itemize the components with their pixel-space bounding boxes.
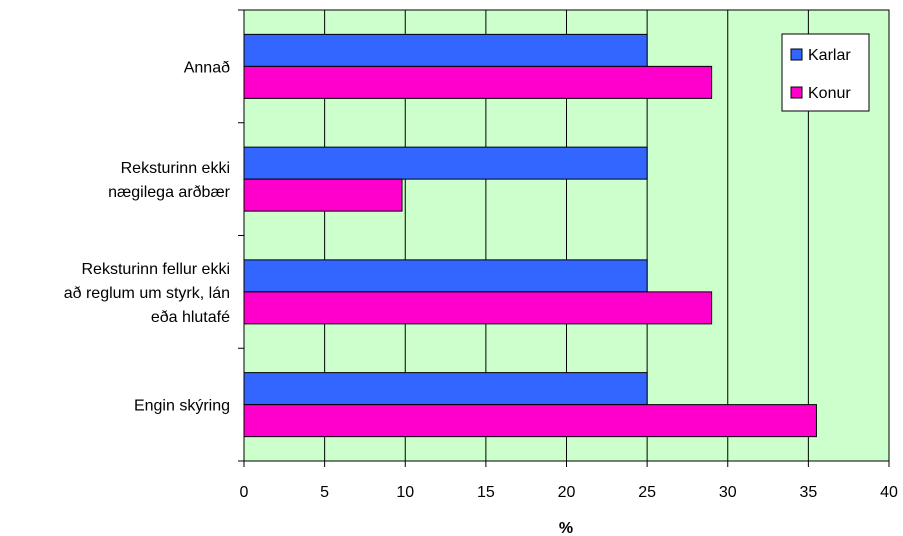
legend-label: Karlar [808, 47, 851, 64]
x-axis: 0 5 10 15 20 25 30 35 40 [240, 460, 898, 501]
x-tick-label: 30 [719, 484, 737, 501]
x-tick-label: 25 [638, 484, 656, 501]
bar-konur [243, 291, 713, 325]
legend: Karlar Konur [781, 33, 870, 112]
bar-konur [243, 178, 403, 212]
legend-label: Konur [808, 85, 851, 102]
category-label: Reksturinn ekki [121, 160, 230, 177]
category-label: Reksturinn fellur ekki [82, 261, 231, 278]
bar-karlar [243, 146, 648, 180]
category-label: eða hlutafé [151, 309, 230, 326]
bar-karlar [243, 33, 648, 67]
x-tick-label: 10 [396, 484, 414, 501]
x-axis-title: % [559, 520, 573, 536]
bar-karlar [243, 259, 648, 293]
bars [243, 33, 817, 438]
legend-swatch [790, 86, 803, 99]
x-tick-label: 40 [880, 484, 898, 501]
y-axis: Annað Reksturinn ekki nægilega arðbær Rekst… [64, 9, 244, 462]
bar-konur [243, 65, 713, 99]
x-tick-label: 5 [320, 484, 329, 501]
category-label: Engin skýring [134, 398, 230, 415]
x-tick-label: 35 [799, 484, 817, 501]
legend-swatch [790, 48, 803, 61]
x-tick-label: 0 [240, 484, 249, 501]
bar-karlar [243, 372, 648, 406]
category-label: Annað [184, 59, 230, 76]
bar-konur [243, 404, 817, 438]
category-label: að reglum um styrk, lán [64, 285, 230, 302]
x-tick-label: 15 [477, 484, 495, 501]
category-label: nægilega arðbær [108, 184, 231, 201]
x-tick-label: 20 [558, 484, 576, 501]
